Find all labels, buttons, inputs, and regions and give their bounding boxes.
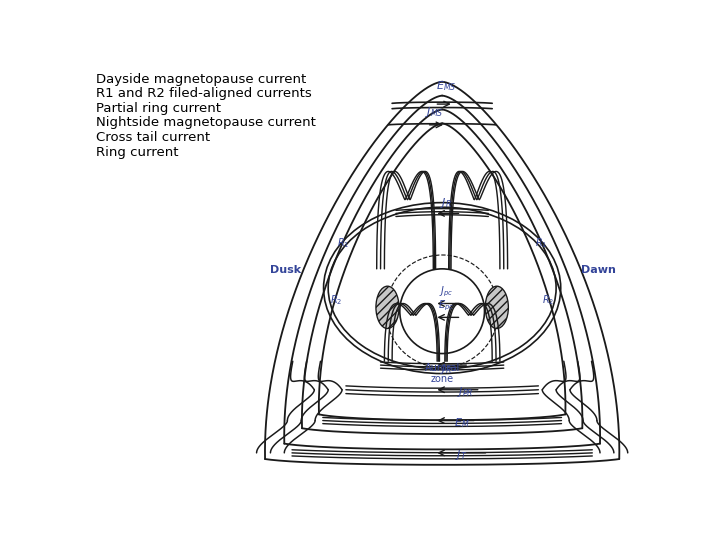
Text: $R_1$: $R_1$ [338, 236, 350, 249]
Text: Dusk: Dusk [270, 265, 302, 275]
Text: Cross tail current: Cross tail current [96, 131, 210, 144]
Text: $R_2$: $R_2$ [330, 294, 342, 307]
Text: $J_{pc}$: $J_{pc}$ [438, 285, 453, 299]
Text: Partial ring current: Partial ring current [96, 102, 220, 115]
Text: $J_R$: $J_R$ [440, 195, 452, 210]
Text: $J_{MS}$: $J_{MS}$ [426, 105, 444, 119]
Text: $E_{pc}$: $E_{pc}$ [438, 298, 454, 313]
Text: Dawn: Dawn [581, 265, 616, 275]
Ellipse shape [376, 286, 399, 328]
Ellipse shape [485, 286, 508, 328]
Text: $R_1$: $R_1$ [534, 236, 547, 249]
Text: Dayside magnetopause current: Dayside magnetopause current [96, 72, 306, 85]
Text: $J_R$: $J_R$ [440, 362, 452, 376]
Text: Nightside magnetopause current: Nightside magnetopause current [96, 117, 315, 130]
Text: Auroral
zone: Auroral zone [425, 363, 460, 384]
Text: R1 and R2 filed-aligned currents: R1 and R2 filed-aligned currents [96, 87, 311, 100]
Text: $J_{PR}$: $J_{PR}$ [457, 385, 474, 399]
Text: $E_{MS}$: $E_{MS}$ [436, 79, 456, 93]
Text: $J_T$: $J_T$ [455, 448, 467, 462]
Text: $E_M$: $E_M$ [454, 416, 469, 430]
Text: Ring current: Ring current [96, 146, 178, 159]
Text: $R_2$: $R_2$ [542, 294, 554, 307]
